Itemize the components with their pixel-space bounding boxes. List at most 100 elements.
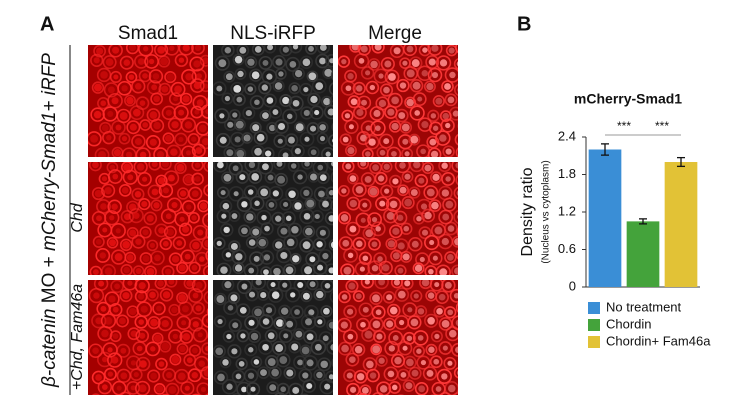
cell [344,119,359,134]
nucleus [275,319,284,327]
cell [221,171,234,185]
nucleus [306,383,313,390]
nucleus [406,45,414,53]
cell [455,45,458,54]
nucleus [397,214,404,221]
nucleus [388,73,396,81]
nucleus [109,239,116,247]
nucleus [295,123,304,132]
cell [233,118,246,131]
nucleus [401,123,410,132]
cell [380,184,394,198]
nucleus [111,203,118,210]
cell [259,250,275,265]
cell [399,121,413,134]
nucleus [402,345,408,351]
cell [267,287,284,303]
nucleus [442,213,450,221]
nucleus [288,400,294,406]
nucleus [309,125,317,132]
nucleus [112,306,119,313]
nucleus [410,318,419,327]
cell [221,45,235,58]
cell [147,184,163,200]
nucleus [432,173,440,181]
cell [150,250,165,266]
cell [362,226,376,240]
nucleus [235,253,243,261]
nucleus [253,255,260,262]
nucleus [341,294,348,300]
nucleus [426,188,435,197]
nucleus [219,136,227,144]
nucleus [246,213,254,221]
nucleus [100,203,107,210]
nucleus [431,201,439,210]
cell [188,186,203,201]
cell [424,313,439,328]
cell [453,186,458,200]
nucleus [133,371,139,378]
cell [265,198,278,211]
nucleus [157,177,166,185]
nucleus [139,332,146,339]
cell [304,197,317,210]
nucleus [148,398,156,406]
nucleus [294,69,303,78]
micrograph [213,162,333,275]
nucleus [227,121,234,128]
nucleus [186,204,192,210]
cell [378,260,393,275]
cell [380,162,393,173]
cell [203,290,208,304]
nucleus [447,384,456,393]
nucleus [386,212,395,220]
nucleus [205,346,208,352]
nucleus [166,228,174,236]
nucleus [421,70,428,77]
nucleus [186,357,193,364]
cell [290,305,304,319]
cell [357,198,372,212]
cell [163,225,177,239]
nucleus [414,399,419,404]
cell [127,327,141,341]
nucleus [121,85,128,92]
cell [138,45,154,57]
cell [192,95,208,111]
cell [421,208,436,223]
micrographs [88,45,458,406]
cell [135,147,151,157]
cell [191,172,204,186]
nucleus [274,82,283,90]
nucleus [441,189,450,197]
nucleus [330,241,333,249]
cell [190,105,204,119]
nucleus [168,280,175,285]
nucleus [136,345,143,352]
cell [319,378,333,395]
cell [138,197,151,211]
cell [150,199,163,212]
cell [380,56,395,72]
nucleus [252,228,260,236]
cell [324,211,333,226]
cell [200,104,208,119]
cells [88,45,208,157]
cell [172,236,186,250]
nucleus [121,187,129,194]
nucleus [340,214,349,222]
cell [107,352,123,368]
nucleus [230,294,238,302]
nucleus [439,59,448,67]
nucleus [341,58,347,65]
cell [161,265,175,275]
nucleus [169,45,175,51]
nucleus [215,347,224,356]
nucleus [223,226,230,234]
nucleus [359,266,365,272]
nucleus [181,305,189,313]
cell [370,343,383,356]
chart-title: mCherry-Smad1 [574,91,682,107]
nucleus [435,386,442,392]
